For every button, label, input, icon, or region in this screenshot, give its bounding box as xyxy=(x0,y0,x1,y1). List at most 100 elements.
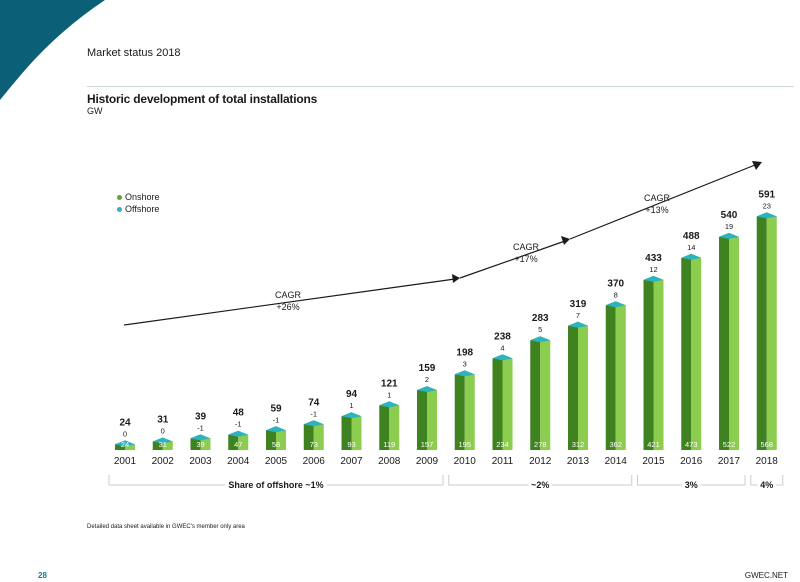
total-value-label: 74 xyxy=(308,397,320,408)
x-tick-label: 2007 xyxy=(340,456,363,467)
offshore-bar-cap xyxy=(756,212,777,219)
cagr-value: +17% xyxy=(514,254,537,264)
offshore-bar-cap xyxy=(681,253,702,260)
onshore-value-label: 157 xyxy=(421,440,434,449)
legend-item-offshore: Offshore xyxy=(117,203,160,215)
onshore-bar-right xyxy=(691,253,702,450)
offshore-bar-cap xyxy=(605,301,626,308)
total-value-label: 591 xyxy=(758,189,775,200)
offshore-value-label: 7 xyxy=(576,311,580,320)
x-tick-label: 2016 xyxy=(680,456,703,467)
offshore-value-label: 23 xyxy=(763,201,771,210)
onshore-value-label: 278 xyxy=(534,440,547,449)
onshore-value-label: 119 xyxy=(383,440,395,449)
onshore-bar-left xyxy=(303,420,314,450)
total-value-label: 433 xyxy=(645,253,662,264)
onshore-value-label: 362 xyxy=(609,440,622,449)
offshore-value-label: 0 xyxy=(161,427,165,436)
onshore-value-label: 39 xyxy=(196,440,204,449)
onshore-bar-right xyxy=(313,420,324,450)
offshore-value-label: 0 xyxy=(123,429,127,438)
footnote: Detailed data sheet available in GWEC's … xyxy=(87,524,245,530)
total-value-label: 121 xyxy=(381,378,398,389)
onshore-bar-left xyxy=(379,401,390,450)
onshore-bar-left xyxy=(605,301,616,450)
offshore-bar-cap xyxy=(379,401,400,408)
x-tick-label: 2006 xyxy=(303,456,326,467)
offshore-bar-cap xyxy=(417,386,437,393)
total-value-label: 238 xyxy=(494,331,511,342)
offshore-bar-cap xyxy=(152,437,173,444)
onshore-bar-right xyxy=(502,354,513,450)
offshore-bar-cap xyxy=(266,426,286,433)
onshore-bar-right xyxy=(464,370,475,450)
offshore-bar-cap xyxy=(492,354,513,361)
x-tick-label: 2013 xyxy=(567,456,590,467)
x-tick-label: 2015 xyxy=(642,456,665,467)
total-value-label: 39 xyxy=(195,411,207,422)
chart-legend: Onshore Offshore xyxy=(117,191,160,215)
installations-bar-chart: 24024200131031200239-139200347-148200458… xyxy=(108,161,784,490)
onshore-value-label: 73 xyxy=(310,440,318,449)
offshore-value-label: -1 xyxy=(235,420,242,429)
cagr-arrow-head-2 xyxy=(561,236,570,245)
legend-label-onshore: Onshore xyxy=(125,192,160,202)
x-tick-label: 2010 xyxy=(454,456,477,467)
x-tick-label: 2014 xyxy=(605,456,628,467)
total-value-label: 59 xyxy=(270,403,282,414)
onshore-bar-right xyxy=(276,426,286,450)
total-value-label: 488 xyxy=(683,231,700,242)
onshore-bar-left xyxy=(266,426,276,450)
offshore-value-label: -1 xyxy=(310,409,317,418)
cagr-arrow-line-3 xyxy=(569,164,756,240)
cagr-arrow-head-1 xyxy=(452,274,460,283)
total-value-label: 159 xyxy=(419,363,436,374)
onshore-bar-left xyxy=(756,212,767,450)
onshore-bar-left xyxy=(568,321,578,450)
onshore-bar-right xyxy=(351,412,362,450)
offshore-value-label: 2 xyxy=(425,375,429,384)
offshore-value-label: 1 xyxy=(349,401,353,410)
onshore-bar-right xyxy=(653,275,664,450)
site-url: GWEC.NET xyxy=(744,571,788,580)
legend-label-offshore: Offshore xyxy=(125,204,160,214)
onshore-value-label: 47 xyxy=(234,440,242,449)
x-tick-label: 2012 xyxy=(529,456,552,467)
offshore-value-label: 14 xyxy=(687,243,695,252)
share-bracket xyxy=(637,475,746,486)
share-bracket xyxy=(750,475,784,486)
onshore-bar-left xyxy=(719,232,729,450)
cagr-label: CAGR xyxy=(275,290,302,300)
offshore-bar-cap xyxy=(568,321,588,328)
cagr-arrow-line-2 xyxy=(459,240,566,279)
x-tick-label: 2004 xyxy=(227,456,250,467)
share-bracket xyxy=(448,475,633,486)
offshore-bar-cap xyxy=(341,412,362,419)
total-value-label: 370 xyxy=(607,278,624,289)
onshore-bar-right xyxy=(766,212,777,450)
onshore-value-label: 58 xyxy=(272,440,280,449)
total-value-label: 24 xyxy=(119,417,131,428)
chart-unit: GW xyxy=(87,106,103,116)
onshore-bar-left xyxy=(454,370,465,450)
offshore-value-label: -1 xyxy=(273,415,280,424)
x-tick-label: 2011 xyxy=(492,456,514,467)
onshore-value-label: 421 xyxy=(647,440,660,449)
x-tick-label: 2005 xyxy=(265,456,288,467)
offshore-bar-cap xyxy=(643,275,664,282)
onshore-bar-right xyxy=(729,232,739,450)
onshore-value-label: 195 xyxy=(458,440,471,449)
onshore-value-label: 93 xyxy=(347,440,355,449)
total-value-label: 198 xyxy=(456,347,473,358)
share-label: 4% xyxy=(760,480,773,490)
onshore-bar-right xyxy=(389,401,400,450)
total-value-label: 48 xyxy=(233,408,245,419)
x-tick-label: 2003 xyxy=(189,456,212,467)
x-tick-label: 2009 xyxy=(416,456,439,467)
x-tick-label: 2001 xyxy=(114,456,137,467)
offshore-bar-cap xyxy=(454,370,475,377)
cagr-arrow-line-1 xyxy=(123,278,456,326)
onshore-value-label: 568 xyxy=(760,440,773,449)
offshore-value-label: 8 xyxy=(614,290,618,299)
total-value-label: 31 xyxy=(157,415,169,426)
